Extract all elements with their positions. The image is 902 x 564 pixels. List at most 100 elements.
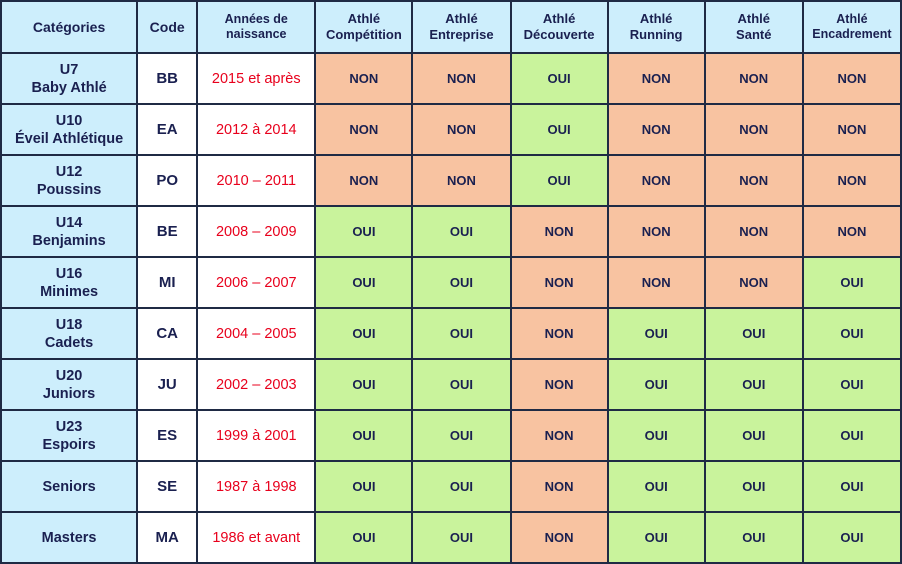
header-athle-competition: Athlé Compétition <box>314 0 414 54</box>
table-row: U14 Benjamins BE 2008 – 2009 OUI OUI NON NON NON… <box>0 205 902 258</box>
eligibility-yes-cell: OUI <box>509 52 609 105</box>
eligibility-yes-cell: OUI <box>411 460 512 513</box>
eligibility-no-cell: NON <box>703 52 804 105</box>
eligibility-yes-cell: OUI <box>314 409 414 462</box>
eligibility-no-cell: NON <box>314 154 414 207</box>
birth-years-cell: 2012 à 2014 <box>196 103 317 156</box>
category-name-label: Espoirs <box>42 436 96 453</box>
table-row: U12 Poussins PO 2010 – 2011 NON NON OUI NON NON N… <box>0 154 902 207</box>
eligibility-yes-cell: OUI <box>703 409 804 462</box>
birth-years-cell: 2015 et après <box>196 52 317 105</box>
eligibility-yes-cell: OUI <box>509 103 609 156</box>
header-athle-running: Athlé Running <box>606 0 706 54</box>
header-program-line1: Athlé <box>836 12 868 26</box>
header-athle-sante: Athlé Santé <box>703 0 804 54</box>
eligibility-yes-cell: OUI <box>606 358 706 411</box>
category-cell: U16 Minimes <box>0 256 139 309</box>
header-program-line1: Athlé <box>639 11 673 26</box>
eligibility-no-cell: NON <box>509 256 609 309</box>
category-name-label: Cadets <box>44 334 94 351</box>
eligibility-no-cell: NON <box>703 205 804 258</box>
category-name-label: Baby Athlé <box>31 79 107 96</box>
category-code-label: U23 <box>55 418 83 435</box>
eligibility-no-cell: NON <box>703 103 804 156</box>
code-cell: ES <box>136 409 199 462</box>
eligibility-yes-cell: OUI <box>801 256 902 309</box>
eligibility-yes-cell: OUI <box>703 307 804 360</box>
table-header: Catégories Code Années de naissance Athl… <box>0 0 902 54</box>
eligibility-no-cell: NON <box>606 205 706 258</box>
birth-years-cell: 1999 à 2001 <box>196 409 317 462</box>
table-row: Seniors SE 1987 à 1998 OUI OUI NON OUI OUI OUI <box>0 460 902 513</box>
table-row: U23 Espoirs ES 1999 à 2001 OUI OUI NON OUI OUI OU… <box>0 409 902 462</box>
category-code-label: U20 <box>55 367 83 384</box>
code-cell: BB <box>136 52 199 105</box>
eligibility-no-cell: NON <box>509 307 609 360</box>
code-cell: MI <box>136 256 199 309</box>
eligibility-no-cell: NON <box>411 154 512 207</box>
category-code-label: U14 <box>55 214 83 231</box>
eligibility-yes-cell: OUI <box>411 307 512 360</box>
eligibility-yes-cell: OUI <box>411 409 512 462</box>
header-code: Code <box>136 0 199 54</box>
header-program-line2: Découverte <box>523 27 595 42</box>
header-program-line1: Athlé <box>347 11 381 26</box>
eligibility-no-cell: NON <box>509 511 609 564</box>
eligibility-yes-cell: OUI <box>606 460 706 513</box>
category-cell: U12 Poussins <box>0 154 139 207</box>
eligibility-yes-cell: OUI <box>411 205 512 258</box>
header-years-line2: naissance <box>226 27 287 41</box>
header-athle-encadrement: Athlé Encadrement <box>801 0 902 54</box>
code-cell: SE <box>136 460 199 513</box>
birth-years-cell: 2004 – 2005 <box>196 307 317 360</box>
eligibility-no-cell: NON <box>314 52 414 105</box>
eligibility-no-cell: NON <box>606 103 706 156</box>
eligibility-yes-cell: OUI <box>801 358 902 411</box>
table-row: U7 Baby Athlé BB 2015 et après NON NON OUI NON N… <box>0 52 902 105</box>
eligibility-yes-cell: OUI <box>801 409 902 462</box>
eligibility-yes-cell: OUI <box>411 511 512 564</box>
category-cell: U23 Espoirs <box>0 409 139 462</box>
eligibility-yes-cell: OUI <box>703 358 804 411</box>
header-program-line2: Entreprise <box>429 27 494 42</box>
category-name-label: Minimes <box>40 283 99 300</box>
category-name-label: Juniors <box>42 385 96 402</box>
header-program-line1: Athlé <box>445 11 478 26</box>
eligibility-no-cell: NON <box>703 154 804 207</box>
category-name-label: Masters <box>41 529 97 546</box>
header-row: Catégories Code Années de naissance Athl… <box>0 0 902 54</box>
eligibility-no-cell: NON <box>801 103 902 156</box>
header-years-line1: Années de <box>224 12 288 26</box>
eligibility-yes-cell: OUI <box>703 460 804 513</box>
eligibility-yes-cell: OUI <box>801 460 902 513</box>
header-athle-decouverte: Athlé Découverte <box>509 0 609 54</box>
code-cell: PO <box>136 154 199 207</box>
category-code-label: U7 <box>59 61 79 78</box>
category-cell: U14 Benjamins <box>0 205 139 258</box>
header-program-line2: Compétition <box>325 27 402 42</box>
category-cell: Masters <box>0 511 139 564</box>
eligibility-yes-cell: OUI <box>411 256 512 309</box>
category-code-label: U10 <box>55 112 83 129</box>
code-cell: MA <box>136 511 199 564</box>
eligibility-yes-cell: OUI <box>801 307 902 360</box>
table-row: U16 Minimes MI 2006 – 2007 OUI OUI NON NON NON OU… <box>0 256 902 309</box>
category-code-label: U12 <box>55 163 83 180</box>
header-program-line1: Athlé <box>737 11 771 26</box>
category-name-label: Benjamins <box>32 232 106 249</box>
header-categories: Catégories <box>0 0 139 54</box>
eligibility-no-cell: NON <box>509 460 609 513</box>
category-name-label: Éveil Athlétique <box>14 130 124 147</box>
eligibility-yes-cell: OUI <box>314 256 414 309</box>
table-row: Masters MA 1986 et avant OUI OUI NON OUI OUI OUI <box>0 511 902 564</box>
eligibility-yes-cell: OUI <box>314 511 414 564</box>
code-cell: CA <box>136 307 199 360</box>
category-code-label: U18 <box>55 316 83 333</box>
birth-years-cell: 2006 – 2007 <box>196 256 317 309</box>
eligibility-no-cell: NON <box>411 52 512 105</box>
birth-years-cell: 1986 et avant <box>196 511 317 564</box>
category-cell: U7 Baby Athlé <box>0 52 139 105</box>
category-cell: U10 Éveil Athlétique <box>0 103 139 156</box>
eligibility-yes-cell: OUI <box>606 511 706 564</box>
